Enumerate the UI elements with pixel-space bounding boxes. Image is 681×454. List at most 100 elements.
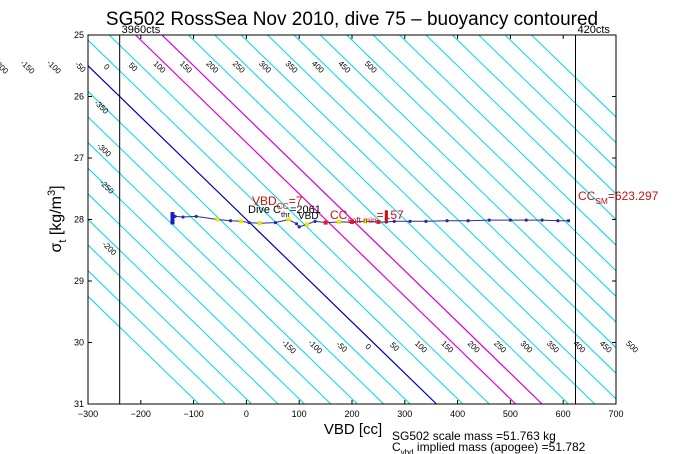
contour-label: -50 <box>73 60 88 75</box>
contour-label: -150 <box>19 58 37 76</box>
implied-mass-note: Cvbd implied mass (apogee) =51.782 <box>392 440 586 454</box>
dive-data-point <box>194 214 198 219</box>
dive-data-point <box>445 219 449 223</box>
contour-label: 100 <box>413 339 429 355</box>
contour-line-cyan <box>214 35 596 404</box>
contour-label: 150 <box>439 339 455 355</box>
contour-label: -200 <box>0 58 10 76</box>
contour-label: 300 <box>519 339 535 355</box>
contour-line-cyan <box>372 35 616 272</box>
x-tick-label: −300 <box>78 409 98 419</box>
contour-line-cyan <box>399 35 616 246</box>
annotation-dive_cthr: Dive Cthr=2061 <box>248 204 321 219</box>
contour-label: -350 <box>92 98 110 116</box>
contour-line-cyan <box>451 35 616 195</box>
dive-data-point <box>228 219 233 223</box>
annotation-vbd_cc: VBDCC=7 <box>252 194 303 211</box>
y-tick-label: 29 <box>74 276 84 286</box>
contour-line-cyan <box>425 35 616 221</box>
contour-label: 250 <box>231 59 247 75</box>
contour-label: 250 <box>492 339 508 355</box>
y-tick-label: 28 <box>74 215 84 225</box>
contour-label: -100 <box>306 338 324 356</box>
contour-label: -300 <box>95 141 113 159</box>
dive-data-point <box>247 220 251 225</box>
yellow-marker <box>286 217 291 222</box>
contour-line-magenta <box>135 35 517 404</box>
y-axis-ticks: 25 26 27 28 29 30 31 <box>74 30 616 409</box>
dive-data-series <box>170 210 571 229</box>
contour-line-magenta <box>161 35 543 404</box>
annotation-cc_soft_min: CCsoft min=157 <box>330 208 404 225</box>
contour-label: 350 <box>283 59 299 75</box>
x-tick-label: 100 <box>292 409 307 419</box>
dive-data-point <box>273 220 278 225</box>
contour-line-cyan <box>478 35 616 169</box>
x-tick-label: 500 <box>503 409 518 419</box>
y-axis-label: σt [kg/m3] <box>46 185 69 252</box>
contour-label: 450 <box>598 339 614 355</box>
x-tick-label: 400 <box>450 409 465 419</box>
contour-line-cyan <box>187 35 569 404</box>
x-tick-label: 200 <box>344 409 359 419</box>
contour-line-cyan <box>88 295 200 404</box>
red-marker <box>350 219 354 224</box>
dive-data-point <box>566 219 571 223</box>
count-limit-lines: 3960cts 420cts <box>119 24 611 404</box>
contour-label: -150 <box>280 338 298 356</box>
dive-data-point <box>556 219 560 223</box>
x-tick-label: 0 <box>244 409 249 419</box>
yellow-marker <box>305 222 310 227</box>
contour-line-cyan <box>267 35 616 374</box>
contour-line-cyan <box>531 35 616 118</box>
dive-data-point <box>524 218 528 222</box>
yellow-marker <box>215 217 220 222</box>
blue-bar-marker <box>170 212 175 225</box>
red-marker <box>323 220 328 225</box>
contour-line-cyan <box>504 35 616 144</box>
contour-label: -250 <box>98 178 116 196</box>
dive-data-point <box>297 225 301 229</box>
contour-line-cyan <box>293 35 616 349</box>
annotation-vbd-fragment: VBD <box>298 211 319 222</box>
contour-line-cyan <box>108 35 490 404</box>
contour-label: 150 <box>178 59 194 75</box>
yellow-marker <box>239 219 244 224</box>
y-tick-label: 31 <box>74 399 84 409</box>
contour-line-cyan <box>88 218 279 404</box>
dive-data-point <box>424 219 428 223</box>
contour-label: -100 <box>45 58 63 76</box>
dive-data-point <box>392 219 396 223</box>
contour-label: 200 <box>466 339 482 355</box>
contour-line-cyan <box>88 244 253 404</box>
count-limit-label: 420cts <box>578 24 611 36</box>
contour-label: -200 <box>100 240 118 258</box>
contour-label: 500 <box>624 339 640 355</box>
red-bar-marker <box>384 210 388 222</box>
dive-data-line <box>172 215 569 228</box>
yellow-marker <box>257 221 262 226</box>
dive-data-point <box>540 218 544 222</box>
contour-line-cyan <box>88 141 358 404</box>
dive-data-point <box>466 219 470 223</box>
annotation-cc_sm: CCSM=623.297 <box>578 189 659 206</box>
contour-line-cyan <box>88 167 332 404</box>
y-tick-label: 27 <box>74 153 84 163</box>
contour-label: 0 <box>363 342 373 352</box>
yellow-marker <box>363 219 368 224</box>
contour-line-cyan <box>88 193 305 404</box>
y-tick-label: 25 <box>74 30 84 40</box>
x-tick-label: −100 <box>183 409 203 419</box>
y-tick-label: 26 <box>74 92 84 102</box>
contour-label: 450 <box>336 59 352 75</box>
count-limit-label: 3960cts <box>122 24 161 36</box>
dive-data-point <box>487 218 491 222</box>
yellow-marker <box>336 219 341 224</box>
contour-label: 300 <box>257 59 273 75</box>
contour-label: 0 <box>102 62 112 72</box>
chart-title: SG502 RossSea Nov 2010, dive 75 – buoyan… <box>106 9 598 30</box>
dive-data-point <box>508 218 512 222</box>
scale-mass-note: SG502 scale mass =51.763 kg <box>392 429 556 443</box>
